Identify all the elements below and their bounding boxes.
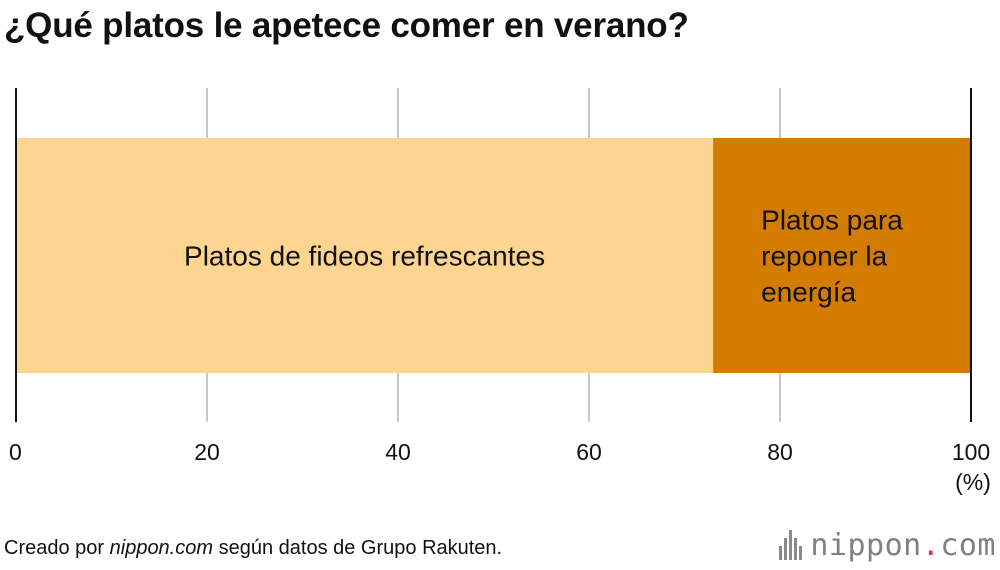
tick-label-100: 100 <box>952 439 990 465</box>
segment-label-2: Platos para reponer la energía <box>761 205 903 308</box>
tick-label-20: 20 <box>194 439 220 465</box>
logo-wordmark: nippon.com <box>810 528 996 563</box>
axes <box>15 88 972 422</box>
chart-title: ¿Qué platos le apetece comer en verano? <box>4 6 689 45</box>
source-suffix: según datos de Grupo Rakuten. <box>213 537 503 559</box>
source-note: Creado por nippon.com según datos de Gru… <box>4 537 502 560</box>
logo-bars-icon <box>779 530 803 560</box>
stacked-bar-chart: 0 20 40 60 80 100 Platos de fideos refrescant… <box>9 88 991 495</box>
segment-label-1: Platos de fideos refrescantes <box>184 241 545 272</box>
tick-label-80: 80 <box>767 439 793 465</box>
unit-label: (%) <box>955 469 991 495</box>
logo-domain: com <box>940 527 996 563</box>
nippon-logo: nippon.com <box>779 527 996 563</box>
tick-label-0: 0 <box>9 439 22 465</box>
bars <box>16 138 971 373</box>
segment-labels: Platos de fideos refrescantes Platos para… <box>184 205 903 308</box>
tick-label-60: 60 <box>576 439 602 465</box>
bar-segment-2 <box>713 138 971 373</box>
source-prefix: Creado por <box>4 537 110 559</box>
logo-dot: . <box>921 527 941 563</box>
tick-labels: 0 20 40 60 80 100 <box>9 439 990 465</box>
source-site: nippon.com <box>109 537 214 559</box>
logo-name: nippon <box>810 527 922 563</box>
tick-label-40: 40 <box>385 439 411 465</box>
bar-segment-1 <box>16 138 714 373</box>
